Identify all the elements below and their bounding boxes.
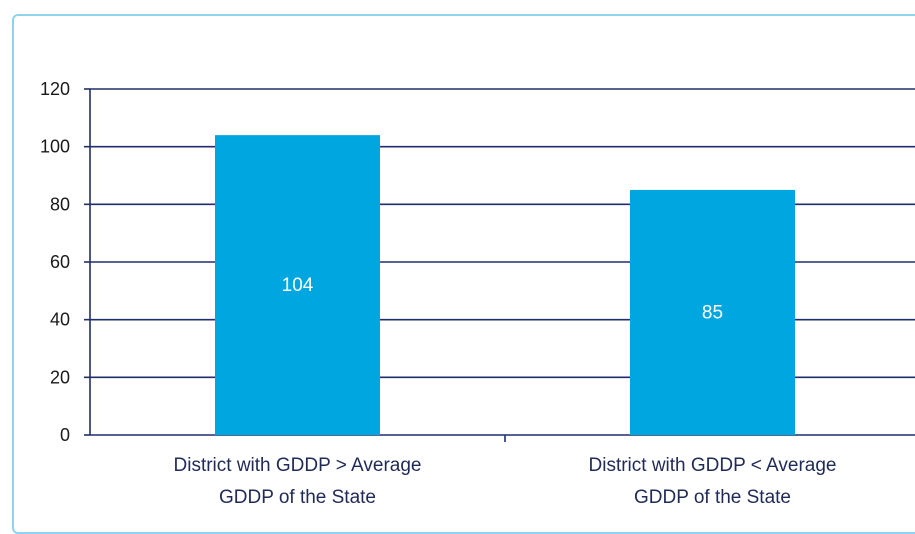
bar bbox=[215, 135, 380, 435]
x-category-label: GDDP of the State bbox=[634, 487, 791, 508]
bar bbox=[630, 189, 795, 435]
bar-chart: 0 20 40 60 80 100 120 104 District with GDDP > A… bbox=[40, 79, 915, 508]
y-tick-label: 60 bbox=[50, 252, 70, 272]
x-category-label: District with GDDP > Average bbox=[174, 455, 422, 476]
y-tick-label: 40 bbox=[50, 310, 70, 330]
y-tick-label: 120 bbox=[40, 79, 70, 99]
x-category-label: District with GDDP < Average bbox=[589, 455, 837, 476]
data-label: 85 bbox=[702, 302, 723, 323]
y-tick-label: 100 bbox=[40, 137, 70, 157]
y-tick-label: 20 bbox=[50, 367, 70, 387]
y-tick-label: 80 bbox=[50, 194, 70, 214]
x-category-label: GDDP of the State bbox=[219, 487, 376, 508]
data-label: 104 bbox=[282, 275, 314, 296]
y-tick-label: 0 bbox=[60, 425, 70, 445]
